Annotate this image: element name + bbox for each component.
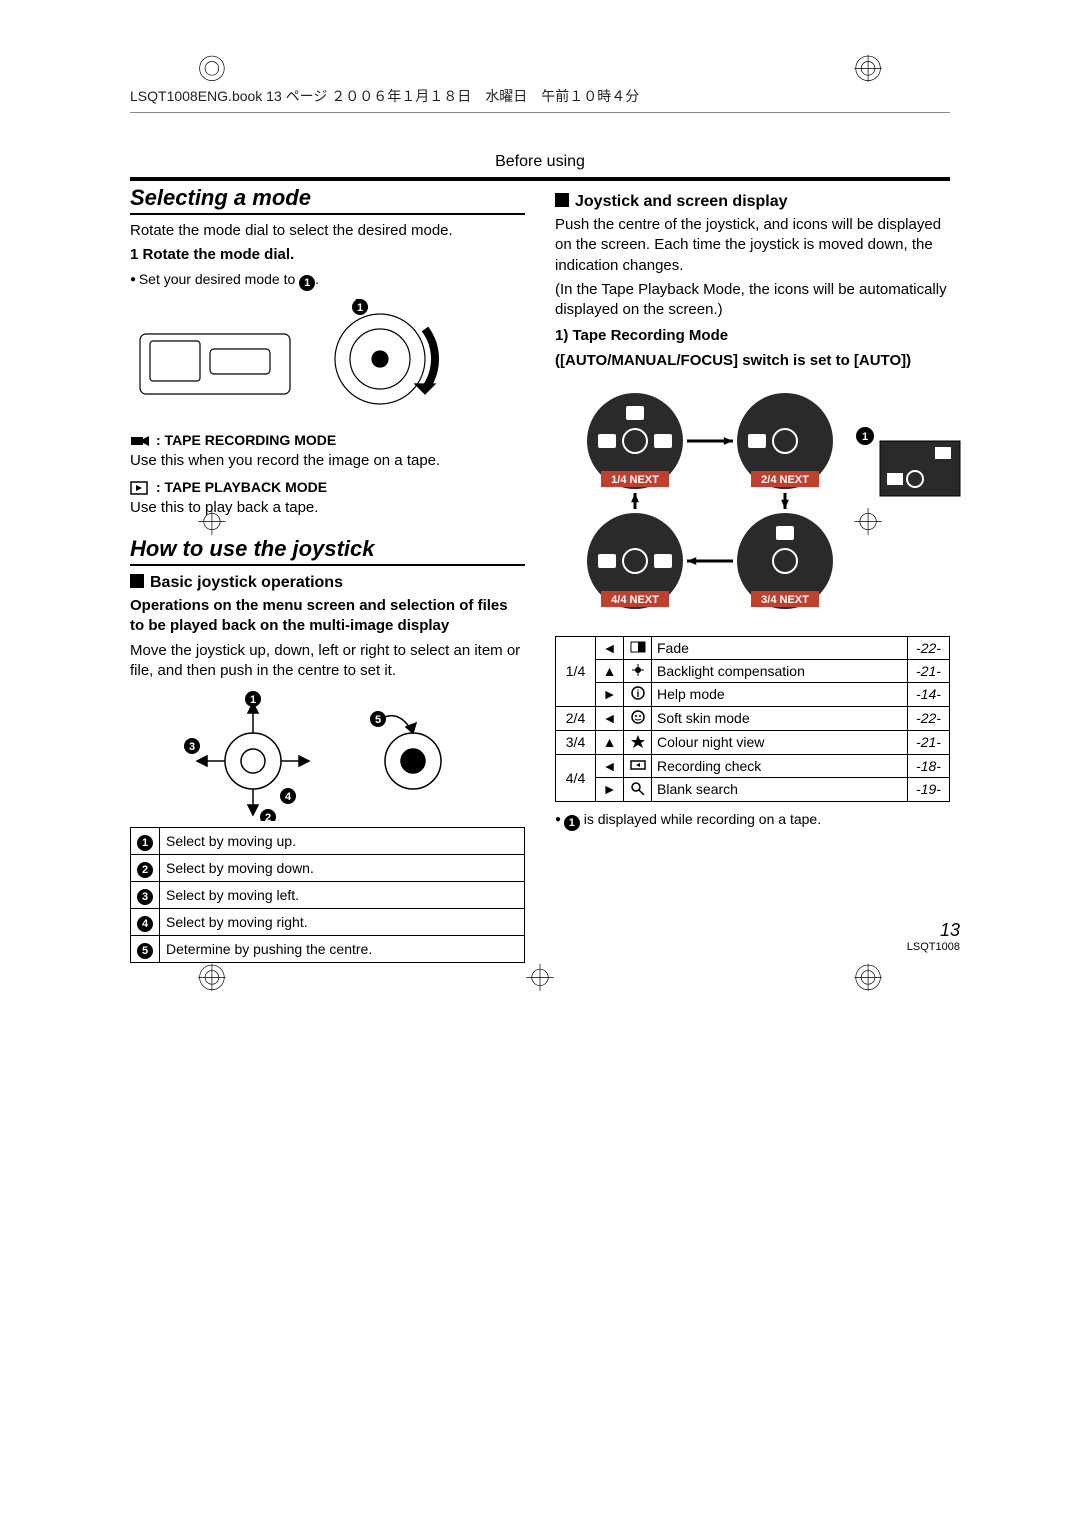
svg-text:2: 2 (264, 812, 270, 821)
step-rotate: 1 Rotate the mode dial. (130, 245, 525, 265)
play-icon (130, 481, 150, 498)
tape-playback-mode-label: : TAPE PLAYBACK MODE (130, 479, 525, 498)
selecting-mode-title: Selecting a mode (130, 185, 525, 215)
svg-text:i: i (636, 689, 639, 700)
svg-text:1: 1 (249, 694, 255, 706)
joystick-screen-heading: Joystick and screen display (555, 193, 950, 211)
table-row: ►Blank search-19- (556, 777, 950, 801)
tape-rec-desc: Use this when you record the image on a … (130, 451, 525, 471)
section-header: Before using (130, 153, 950, 171)
table-row: 2Select by moving down. (131, 855, 525, 882)
joy-desc1: Push the centre of the joystick, and ico… (555, 215, 950, 276)
recording-note: 1 is displayed while recording on a tape… (555, 810, 950, 831)
basic-ops-heading: Basic joystick operations (130, 574, 525, 592)
svg-text:1/4 NEXT: 1/4 NEXT (611, 474, 659, 486)
svg-text:4/4 NEXT: 4/4 NEXT (611, 594, 659, 606)
tape-recording-mode-label: : TAPE RECORDING MODE (130, 432, 525, 451)
tape-rec-mode-line2: ([AUTO/MANUAL/FOCUS] switch is set to [A… (555, 351, 950, 371)
table-row: 4/4◄Recording check-18- (556, 754, 950, 777)
table-row: 3/4▲Colour night view-21- (556, 730, 950, 754)
svg-text:2/4 NEXT: 2/4 NEXT (761, 474, 809, 486)
svg-text:1: 1 (862, 431, 868, 443)
mode-dial-illustration: ● 1 (130, 299, 525, 424)
operations-table: 1Select by moving up.2Select by moving d… (130, 827, 525, 963)
circled-1-icon: 1 (299, 275, 315, 291)
screen-cycle-diagram: 1/4 NEXT 2/4 NEXT 3/4 NEXT 4/4 NEXT 1 (555, 381, 950, 626)
table-row: 3Select by moving left. (131, 882, 525, 909)
book-header: LSQT1008ENG.book 13 ページ ２００６年１月１８日 水曜日 午… (130, 80, 950, 113)
svg-text:4: 4 (284, 791, 291, 803)
table-row: 1Select by moving up. (131, 828, 525, 855)
modes-table: 1/4◄Fade-22-▲Backlight compensation-21-►… (555, 636, 950, 802)
doc-code: LSQT1008 (907, 941, 960, 953)
basic-ops-desc: Move the joystick up, down, left or righ… (130, 641, 525, 682)
table-row: 2/4◄Soft skin mode-22- (556, 706, 950, 730)
table-row: ►iHelp mode-14- (556, 682, 950, 706)
tape-play-desc: Use this to play back a tape. (130, 498, 525, 518)
svg-text:1: 1 (357, 302, 363, 314)
rotate-intro: Rotate the mode dial to select the desir… (130, 221, 525, 241)
table-row: 4Select by moving right. (131, 909, 525, 936)
joystick-title: How to use the joystick (130, 536, 525, 566)
table-row: 5Determine by pushing the centre. (131, 936, 525, 963)
joystick-diagram: 1 2 3 4 5 (130, 691, 525, 821)
joy-desc2: (In the Tape Playback Mode, the icons wi… (555, 280, 950, 321)
svg-text:3/4 NEXT: 3/4 NEXT (761, 594, 809, 606)
page-number: 13 (907, 920, 960, 941)
svg-text:3: 3 (188, 741, 194, 753)
svg-text:5: 5 (374, 714, 380, 726)
section-divider (130, 177, 950, 181)
basic-ops-bold: Operations on the menu screen and select… (130, 596, 525, 637)
table-row: 1/4◄Fade-22- (556, 636, 950, 659)
page-footer: 13 LSQT1008 (907, 920, 960, 953)
camera-icon (130, 434, 150, 451)
table-row: ▲Backlight compensation-21- (556, 659, 950, 682)
set-desired: Set your desired mode to 1. (130, 270, 525, 291)
tape-rec-mode-line1: 1) Tape Recording Mode (555, 326, 950, 346)
circled-1-note-icon: 1 (564, 815, 580, 831)
